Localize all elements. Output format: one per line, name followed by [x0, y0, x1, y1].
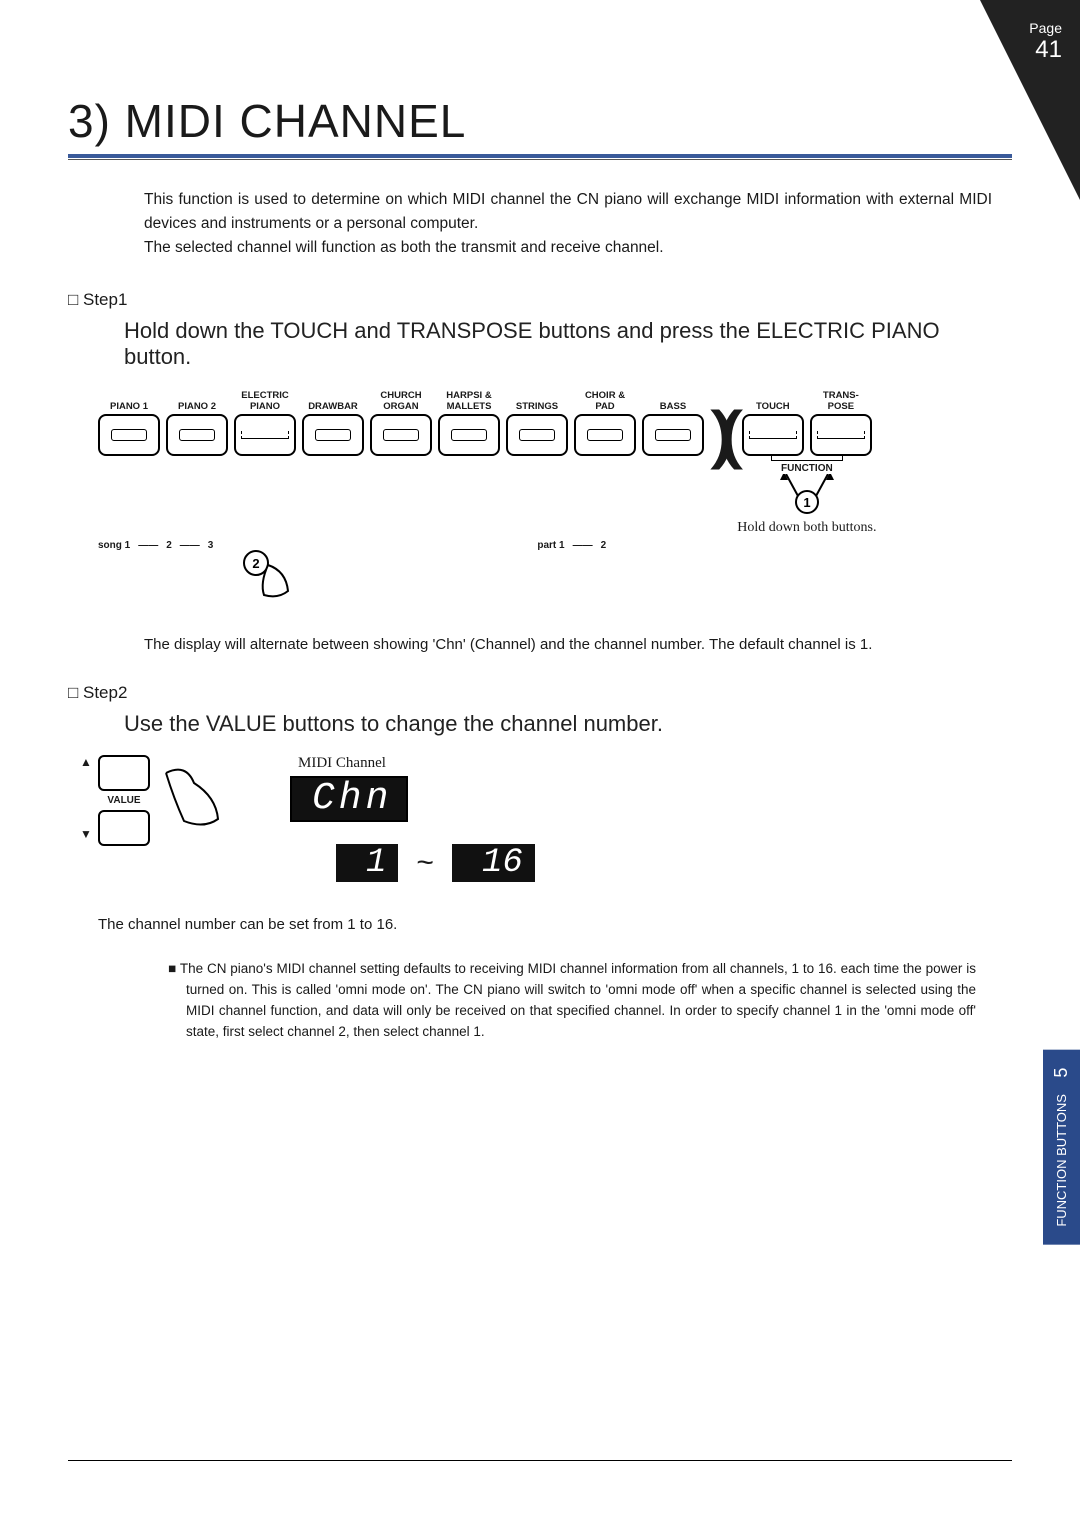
btn-transpose: TRANS- POSE: [810, 388, 872, 456]
sub-2: 2: [166, 540, 172, 551]
button: [742, 414, 804, 456]
value-label: VALUE: [107, 795, 140, 806]
page-number: 41: [1029, 36, 1062, 64]
btn-label: CHURCH ORGAN: [380, 388, 421, 412]
hold-arrows-icon: 1: [776, 474, 838, 514]
page-label: Page: [1029, 20, 1062, 36]
button: [438, 414, 500, 456]
svg-text:1: 1: [803, 495, 810, 510]
btn-label: TOUCH: [756, 388, 790, 412]
btn-label: CHOIR & PAD: [585, 388, 625, 412]
step2-instruction: Use the VALUE buttons to change the chan…: [124, 711, 1012, 737]
btn-bass: BASS: [642, 388, 704, 456]
lcd-title: MIDI Channel: [298, 755, 386, 772]
btn-label: DRAWBAR: [308, 388, 358, 412]
side-tab: FUNCTION BUTTONS 5: [1043, 1050, 1080, 1245]
value-down-button: [98, 810, 150, 846]
value-controls: ▲▼ VALUE: [98, 755, 150, 846]
separator-curves-left: )): [710, 388, 717, 464]
button: [810, 414, 872, 456]
button: [642, 414, 704, 456]
lcd-main: Chn: [290, 776, 408, 822]
button: [506, 414, 568, 456]
btn-label: STRINGS: [516, 388, 558, 412]
btn-electric-piano: ELECTRIC PIANO: [234, 388, 296, 456]
btn-touch: TOUCH: [742, 388, 804, 456]
button: [234, 414, 296, 456]
button: [166, 414, 228, 456]
side-tab-section: 5: [1051, 1068, 1072, 1078]
sub-part2: 2: [601, 540, 607, 551]
step1-instruction: Hold down the TOUCH and TRANSPOSE button…: [124, 318, 1012, 370]
btn-label: PIANO 1: [110, 388, 148, 412]
title-underline: [68, 154, 1012, 160]
footer-rule: [68, 1460, 1012, 1461]
step1-result: The display will alternate between showi…: [144, 636, 992, 653]
btn-piano2: PIANO 2: [166, 388, 228, 456]
range-note: The channel number can be set from 1 to …: [98, 916, 1012, 933]
step2-label: Step2: [68, 683, 1012, 703]
value-arrows-icon: ▲▼: [80, 755, 92, 841]
hold-text: Hold down both buttons.: [737, 520, 876, 536]
button: [98, 414, 160, 456]
page-corner-label: Page 41: [1029, 20, 1062, 64]
value-up-button: [98, 755, 150, 791]
sub-3: 3: [208, 540, 214, 551]
function-label: FUNCTION: [771, 460, 843, 474]
press-hand-icon: [160, 755, 230, 835]
lcd-range: 1 ~ 16: [336, 844, 535, 882]
lcd-section: MIDI Channel Chn 1 ~ 16: [290, 755, 535, 882]
sub-part1: part 1: [537, 540, 564, 551]
btn-label: PIANO 2: [178, 388, 216, 412]
btn-label: ELECTRIC PIANO: [241, 388, 289, 412]
btn-label: BASS: [660, 388, 686, 412]
button: [302, 414, 364, 456]
btn-piano1: PIANO 1: [98, 388, 160, 456]
function-group: TOUCH TRANS- POSE FUNCTION 1 Hold down b…: [737, 388, 876, 536]
press-hand-icon: 2: [238, 547, 1012, 608]
range-sep: ~: [416, 846, 434, 880]
step1-label: Step1: [68, 290, 1012, 310]
omni-note: The CN piano's MIDI channel setting defa…: [168, 959, 976, 1043]
btn-drawbar: DRAWBAR: [302, 388, 364, 456]
separator-curves-right: ((: [719, 388, 726, 464]
page-title: 3) MIDI CHANNEL: [68, 94, 1012, 148]
lcd-to: 16: [452, 844, 535, 882]
intro-p2: The selected channel will function as bo…: [144, 236, 992, 260]
instrument-button-row: PIANO 1 PIANO 2 ELECTRIC PIANO DRAWBAR C…: [98, 388, 1012, 536]
intro-p1: This function is used to determine on wh…: [144, 188, 992, 236]
svg-text:2: 2: [252, 556, 259, 571]
value-section: ▲▼ VALUE MIDI Channel Chn 1 ~ 16: [98, 755, 1012, 882]
btn-label: TRANS- POSE: [823, 388, 859, 412]
lcd-from: 1: [336, 844, 398, 882]
side-tab-text: FUNCTION BUTTONS: [1054, 1094, 1069, 1227]
btn-choir: CHOIR & PAD: [574, 388, 636, 456]
btn-label: HARPSI & MALLETS: [446, 388, 491, 412]
btn-harpsi: HARPSI & MALLETS: [438, 388, 500, 456]
button: [370, 414, 432, 456]
btn-church-organ: CHURCH ORGAN: [370, 388, 432, 456]
btn-strings: STRINGS: [506, 388, 568, 456]
button: [574, 414, 636, 456]
sub-song1: song 1: [98, 540, 130, 551]
